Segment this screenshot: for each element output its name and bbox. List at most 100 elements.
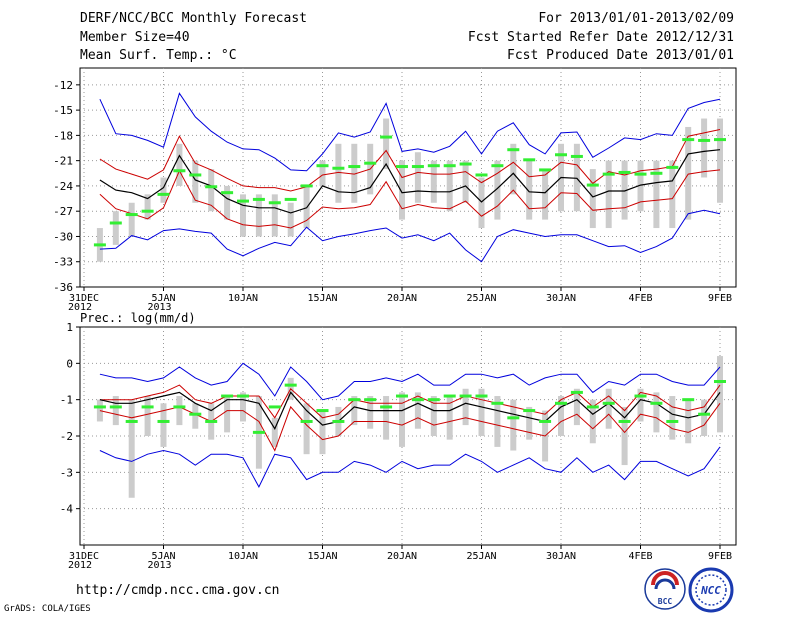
variable-label: Mean Surf. Temp.: °C	[80, 48, 237, 63]
x-tick-label: 5JAN	[151, 551, 175, 562]
plot-frame	[79, 67, 737, 288]
forecast-start-date: Fcst Started Refer Date 2012/12/31	[467, 30, 734, 45]
spread-box	[589, 399, 596, 444]
spread-box	[494, 160, 501, 220]
y-tick-label: -24	[53, 180, 73, 193]
spread-box	[589, 169, 596, 229]
spread-box	[351, 396, 358, 426]
series-line-min	[99, 209, 721, 263]
forecast-period: For 2013/01/01-2013/02/09	[538, 11, 734, 26]
ncc-logo-text: NCC	[700, 584, 721, 597]
spread-box	[414, 152, 421, 203]
spread-box	[335, 143, 342, 203]
spread-box	[558, 396, 564, 436]
spread-box	[621, 406, 628, 466]
spread-box	[542, 169, 549, 220]
series-line-lower	[99, 403, 721, 452]
x-tick-label: 9FEB	[708, 293, 732, 304]
spread-box	[160, 403, 167, 447]
spread-box	[462, 388, 469, 426]
y-tick-label: -15	[53, 104, 73, 117]
series-line-max	[99, 92, 721, 172]
spread-box	[128, 202, 135, 237]
spread-box	[287, 202, 294, 237]
series-line-upper	[99, 129, 721, 192]
x-tick-label: 2012	[68, 302, 92, 313]
chart-title: DERF/NCC/BCC Monthly Forecast	[80, 11, 307, 26]
spread-box	[319, 410, 326, 455]
spread-box	[446, 160, 453, 212]
spread-box	[653, 160, 660, 229]
x-tick-label: 5JAN	[151, 293, 175, 304]
ncc-logo: NCC	[688, 567, 734, 613]
spread-box	[637, 160, 644, 212]
y-tick-label: -18	[53, 129, 73, 142]
spread-box	[160, 177, 167, 203]
y-tick-label: -33	[53, 256, 73, 269]
bcc-logo-text: BCC	[658, 597, 673, 606]
spread-box	[717, 118, 723, 203]
spread-box	[669, 160, 676, 229]
series-line-mean	[99, 391, 721, 430]
y-tick-label: -27	[53, 205, 73, 218]
spread-box	[478, 388, 485, 436]
y-tick-label: -3	[60, 466, 73, 479]
spread-box	[383, 118, 390, 170]
spread-box	[573, 388, 580, 426]
spread-box	[526, 406, 533, 440]
y-tick-label: -21	[53, 155, 73, 168]
spread-box	[526, 160, 533, 220]
spread-box	[494, 396, 501, 447]
spread-box	[367, 396, 374, 429]
x-tick-label: 30JAN	[546, 293, 576, 304]
spread-box	[271, 417, 278, 447]
spread-box	[685, 126, 692, 220]
y-tick-label: -2	[60, 430, 73, 443]
spread-box	[701, 399, 708, 436]
spread-box	[430, 160, 437, 203]
x-tick-label: 15JAN	[307, 293, 337, 304]
y-tick-label: -1	[60, 394, 73, 407]
member-size-label: Member Size=40	[80, 30, 190, 45]
series-line-lower	[99, 169, 721, 229]
precip-title: Prec.: log(mm/d)	[80, 311, 196, 325]
spread-box	[478, 177, 485, 229]
forecast-produced-date: Fcst Produced Date 2013/01/01	[507, 48, 734, 63]
spread-box	[446, 396, 453, 440]
spread-box	[399, 160, 405, 220]
y-tick-label: 1	[66, 321, 73, 334]
x-tick-label: 2013	[148, 302, 172, 313]
spread-box	[144, 194, 151, 220]
y-tick-label: -30	[53, 230, 73, 243]
x-tick-label: 10JAN	[228, 293, 258, 304]
spread-box	[383, 396, 390, 440]
spread-box	[240, 392, 246, 422]
spread-box	[255, 194, 262, 237]
spread-box	[112, 396, 119, 426]
spread-box	[701, 118, 708, 178]
spread-box	[176, 143, 183, 186]
spread-box	[430, 396, 437, 436]
spread-box	[510, 143, 517, 195]
spread-box	[96, 399, 103, 422]
x-tick-label: 31DEC	[69, 551, 99, 562]
spread-box	[271, 194, 278, 237]
x-tick-label: 9FEB	[708, 551, 732, 562]
spread-box	[192, 403, 199, 429]
spread-box	[112, 211, 119, 245]
x-tick-label: 4FEB	[628, 293, 652, 304]
footer-url[interactable]: http://cmdp.ncc.cma.gov.cn	[76, 583, 280, 598]
y-tick-label: -4	[60, 503, 74, 516]
spread-box	[621, 160, 628, 220]
x-tick-label: 4FEB	[628, 551, 652, 562]
spread-box	[144, 396, 151, 436]
series-line-min	[99, 446, 721, 488]
spread-box	[414, 392, 421, 429]
x-tick-label: 30JAN	[546, 551, 576, 562]
series-line-mean	[99, 149, 721, 214]
x-tick-label: 15JAN	[307, 551, 337, 562]
spread-box	[240, 194, 246, 237]
